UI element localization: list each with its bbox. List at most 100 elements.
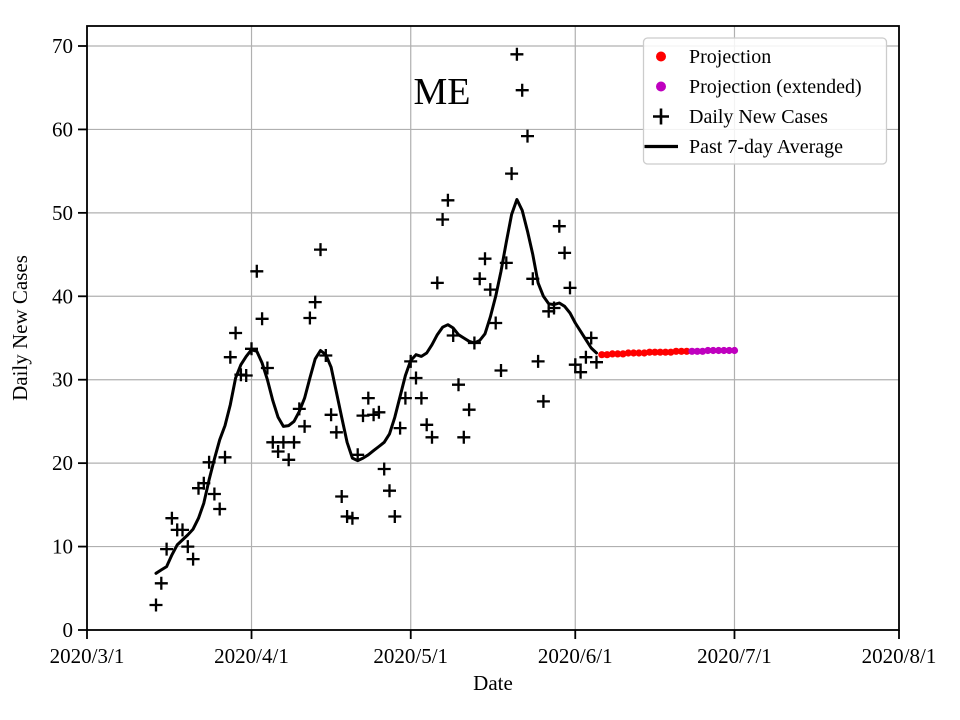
- daily-case-marker: [552, 219, 566, 233]
- projection-extended-dot: [693, 347, 701, 355]
- projection-dot: [635, 349, 643, 357]
- projection-dot: [646, 348, 654, 356]
- projection-dot: [667, 348, 675, 356]
- daily-case-marker: [255, 312, 269, 326]
- daily-case-marker: [414, 391, 428, 405]
- legend-marker-projection: [656, 51, 666, 62]
- daily-case-marker: [579, 350, 593, 364]
- daily-case-marker: [383, 484, 396, 498]
- daily-case-marker: [149, 598, 163, 612]
- y-tick-label: 0: [63, 618, 74, 642]
- daily-case-marker: [186, 552, 200, 566]
- x-tick-label: 2020/7/1: [697, 644, 772, 668]
- projection-extended-dot: [699, 347, 707, 355]
- daily-case-marker: [160, 542, 174, 556]
- projection-extended-dot: [688, 347, 696, 355]
- daily-case-marker: [181, 540, 195, 554]
- projection-extended-dot: [725, 346, 733, 355]
- daily-case-marker: [324, 408, 338, 422]
- daily-case-marker: [521, 129, 534, 143]
- daily-case-marker: [298, 419, 312, 433]
- daily-case-marker: [377, 462, 391, 476]
- x-tick-label: 2020/6/1: [538, 644, 613, 668]
- legend: Projection Projection (extended) Daily N…: [642, 37, 888, 165]
- daily-case-marker: [563, 281, 577, 295]
- daily-case-marker: [154, 576, 168, 590]
- daily-case-marker: [393, 421, 407, 435]
- daily-case-marker: [436, 213, 450, 226]
- daily-case-marker: [271, 445, 285, 458]
- daily-case-marker: [590, 355, 603, 369]
- x-axis-label: Date: [473, 671, 513, 695]
- daily-case-marker: [176, 523, 189, 537]
- daily-case-marker: [584, 331, 598, 345]
- projection-dot: [661, 348, 670, 356]
- daily-case-marker: [430, 276, 444, 290]
- daily-case-marker: [372, 405, 386, 419]
- projection-dot: [598, 351, 606, 359]
- daily-case-marker: [361, 391, 375, 405]
- projection-dot: [603, 351, 611, 359]
- projection-extended-dot: [709, 346, 717, 355]
- projection-dot: [624, 349, 632, 357]
- daily-case-marker: [329, 425, 343, 439]
- y-tick-label: 20: [52, 451, 73, 475]
- projection-dot: [677, 347, 686, 355]
- avg-line-path: [154, 198, 598, 575]
- daily-case-marker: [420, 418, 434, 432]
- daily-case-marker: [515, 83, 529, 97]
- x-tick-label: 2020/4/1: [214, 644, 289, 668]
- daily-case-marker: [250, 264, 264, 278]
- daily-case-marker: [388, 510, 402, 523]
- projection-extended-dot: [730, 346, 739, 355]
- daily-case-marker: [473, 272, 487, 286]
- daily-case-marker: [239, 369, 253, 382]
- projection-dot: [656, 348, 664, 356]
- daily-case-marker: [207, 487, 221, 501]
- projection-dot: [672, 347, 680, 355]
- y-tick-label: 10: [52, 535, 73, 559]
- projection-dot: [640, 349, 648, 357]
- chart-title: ME: [414, 71, 471, 113]
- projection-dot: [651, 348, 659, 356]
- daily-case-marker: [441, 193, 455, 207]
- legend-label-projection: Projection: [689, 46, 771, 68]
- projection-extended-dot: [715, 346, 723, 355]
- daily-case-marker: [425, 430, 439, 444]
- daily-case-marker: [409, 371, 423, 385]
- daily-case-marker: [345, 511, 359, 525]
- legend-marker-projection-extended: [656, 81, 666, 92]
- daily-case-marker: [287, 435, 301, 449]
- daily-case-marker: [558, 246, 572, 260]
- daily-case-marker: [489, 316, 503, 330]
- daily-case-marker: [505, 167, 519, 181]
- daily-case-marker: [213, 502, 227, 516]
- y-tick-label: 30: [52, 368, 73, 392]
- daily-case-marker: [223, 350, 237, 364]
- daily-case-marker: [536, 394, 550, 408]
- daily-case-marker: [314, 243, 327, 257]
- y-tick-label: 70: [52, 34, 73, 58]
- projection-dot: [608, 350, 617, 358]
- projection-extended-dot: [720, 346, 728, 355]
- series-layer: [149, 47, 739, 612]
- plot-border: [86, 25, 900, 631]
- y-tick-label: 40: [52, 284, 73, 308]
- daily-case-marker: [165, 511, 179, 525]
- projection-extended-dot: [704, 346, 712, 355]
- legend-label-past-7-day-average: Past 7-day Average: [689, 136, 843, 158]
- daily-case-marker: [462, 403, 476, 417]
- daily-case-marker: [303, 311, 317, 325]
- projection-dot: [619, 350, 627, 358]
- tick-layer: 2020/3/1 2020/4/1 2020/5/1 2020/6/1 2020/7/1…: [50, 34, 937, 668]
- legend-box: [642, 37, 888, 165]
- legend-marker-daily-plus-icon: [653, 108, 669, 125]
- projection-dot: [630, 349, 638, 357]
- x-tick-label: 2020/3/1: [50, 644, 125, 668]
- y-tick-label: 60: [52, 117, 73, 141]
- x-tick-label: 2020/5/1: [373, 644, 448, 668]
- daily-case-marker: [574, 365, 588, 379]
- daily-case-marker: [457, 430, 471, 444]
